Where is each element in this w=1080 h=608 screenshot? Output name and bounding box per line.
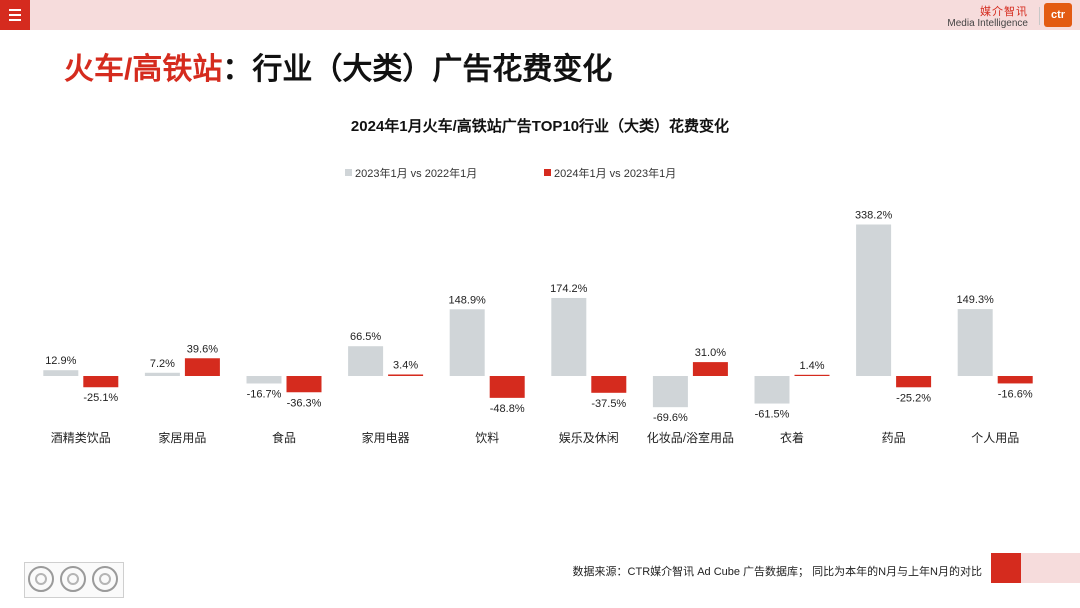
- data-label: 174.2%: [550, 283, 588, 295]
- data-label: -36.3%: [287, 397, 322, 409]
- category-label: 食品: [272, 430, 296, 445]
- bar-2024-vs-2023: [997, 376, 1033, 384]
- category-label: 酒精类饮品: [51, 431, 111, 445]
- bar-2023-vs-2022: [43, 370, 79, 376]
- data-label: 7.2%: [150, 358, 175, 370]
- data-label: -48.8%: [490, 403, 525, 415]
- data-label: 148.9%: [449, 294, 487, 306]
- data-label: 3.4%: [393, 359, 418, 371]
- footer-accent-red: [991, 553, 1021, 583]
- brand-name-en: Media Intelligence: [947, 18, 1028, 29]
- page-title-rest: ：行业（大类）广告花费变化: [222, 53, 613, 86]
- bar-2024-vs-2023: [692, 362, 728, 376]
- data-source-note: 数据来源：CTR媒介智讯 Ad Cube 广告数据库； 同比为本年的N月与上年N…: [572, 566, 982, 578]
- legend-label: 2023年1月 vs 2022年1月: [355, 166, 477, 180]
- bar-2024-vs-2023: [83, 376, 119, 388]
- data-label: -16.6%: [998, 388, 1033, 400]
- category-label: 化妆品/浴室用品: [647, 430, 734, 445]
- category-label: 个人用品: [971, 431, 1019, 445]
- footer-accent-pink: [1021, 553, 1080, 583]
- category-label: 衣着: [780, 430, 804, 445]
- bar-2024-vs-2023: [896, 376, 932, 388]
- legend-label: 2024年1月 vs 2023年1月: [554, 166, 676, 180]
- page-title: 火车/高铁站：行业（大类）广告花费变化: [64, 52, 612, 88]
- legend-swatch: [345, 169, 352, 176]
- data-label: 31.0%: [695, 347, 726, 359]
- bar-2023-vs-2022: [246, 376, 282, 384]
- brand-name-cn: 媒介智讯: [980, 6, 1028, 18]
- bar-chart: 2023年1月 vs 2022年1月 2024年1月 vs 2023年1月 12.9…: [43, 166, 1033, 445]
- bar-2024-vs-2023: [184, 358, 220, 376]
- data-label: 66.5%: [350, 331, 381, 343]
- data-label: -16.7%: [247, 388, 282, 400]
- hamburger-menu-icon[interactable]: [0, 0, 30, 30]
- sgs-seal-icon: [92, 566, 118, 592]
- sgs-seal-icon: [28, 566, 54, 592]
- data-label: -37.5%: [591, 398, 626, 410]
- data-label: -69.6%: [653, 412, 688, 424]
- category-label: 饮料: [475, 431, 499, 445]
- brand-text: 媒介智讯 Media Intelligence: [947, 6, 1028, 30]
- bar-2023-vs-2022: [551, 297, 587, 376]
- bar-2023-vs-2022: [144, 372, 180, 376]
- legend-swatch: [544, 169, 551, 176]
- data-label: 338.2%: [855, 209, 893, 221]
- sgs-seal-icon: [60, 566, 86, 592]
- data-label: -61.5%: [755, 409, 790, 421]
- category-label: 娱乐及休闲: [559, 431, 619, 445]
- data-label: -25.2%: [896, 392, 931, 404]
- category-label: 药品: [882, 431, 906, 445]
- data-label: -25.1%: [83, 392, 118, 404]
- chart-title: 2024年1月火车/高铁站广告TOP10行业（大类）花费变化: [350, 118, 730, 135]
- data-label: 1.4%: [799, 360, 824, 372]
- page-title-highlight: 火车/高铁站: [64, 53, 223, 86]
- brand-divider: [1039, 7, 1040, 25]
- bar-2024-vs-2023: [794, 374, 830, 376]
- bar-2024-vs-2023: [286, 376, 322, 393]
- bar-2023-vs-2022: [348, 346, 384, 376]
- top-bar: 媒介智讯 Media Intelligence ctr: [0, 0, 1080, 30]
- data-label: 39.6%: [187, 343, 218, 355]
- bar-2023-vs-2022: [652, 376, 688, 408]
- bar-2023-vs-2022: [957, 309, 993, 376]
- category-label: 家居用品: [158, 430, 206, 445]
- category-label: 家用电器: [362, 430, 410, 445]
- ctr-logo: ctr: [1044, 3, 1072, 27]
- bar-2023-vs-2022: [449, 309, 485, 376]
- data-label: 12.9%: [45, 355, 76, 367]
- bar-2023-vs-2022: [754, 376, 790, 404]
- bar-2023-vs-2022: [856, 224, 892, 376]
- data-label: 149.3%: [957, 294, 995, 306]
- bar-2024-vs-2023: [388, 374, 424, 376]
- bar-2024-vs-2023: [489, 376, 525, 398]
- bar-2024-vs-2023: [591, 376, 627, 393]
- certification-seals: [24, 562, 124, 598]
